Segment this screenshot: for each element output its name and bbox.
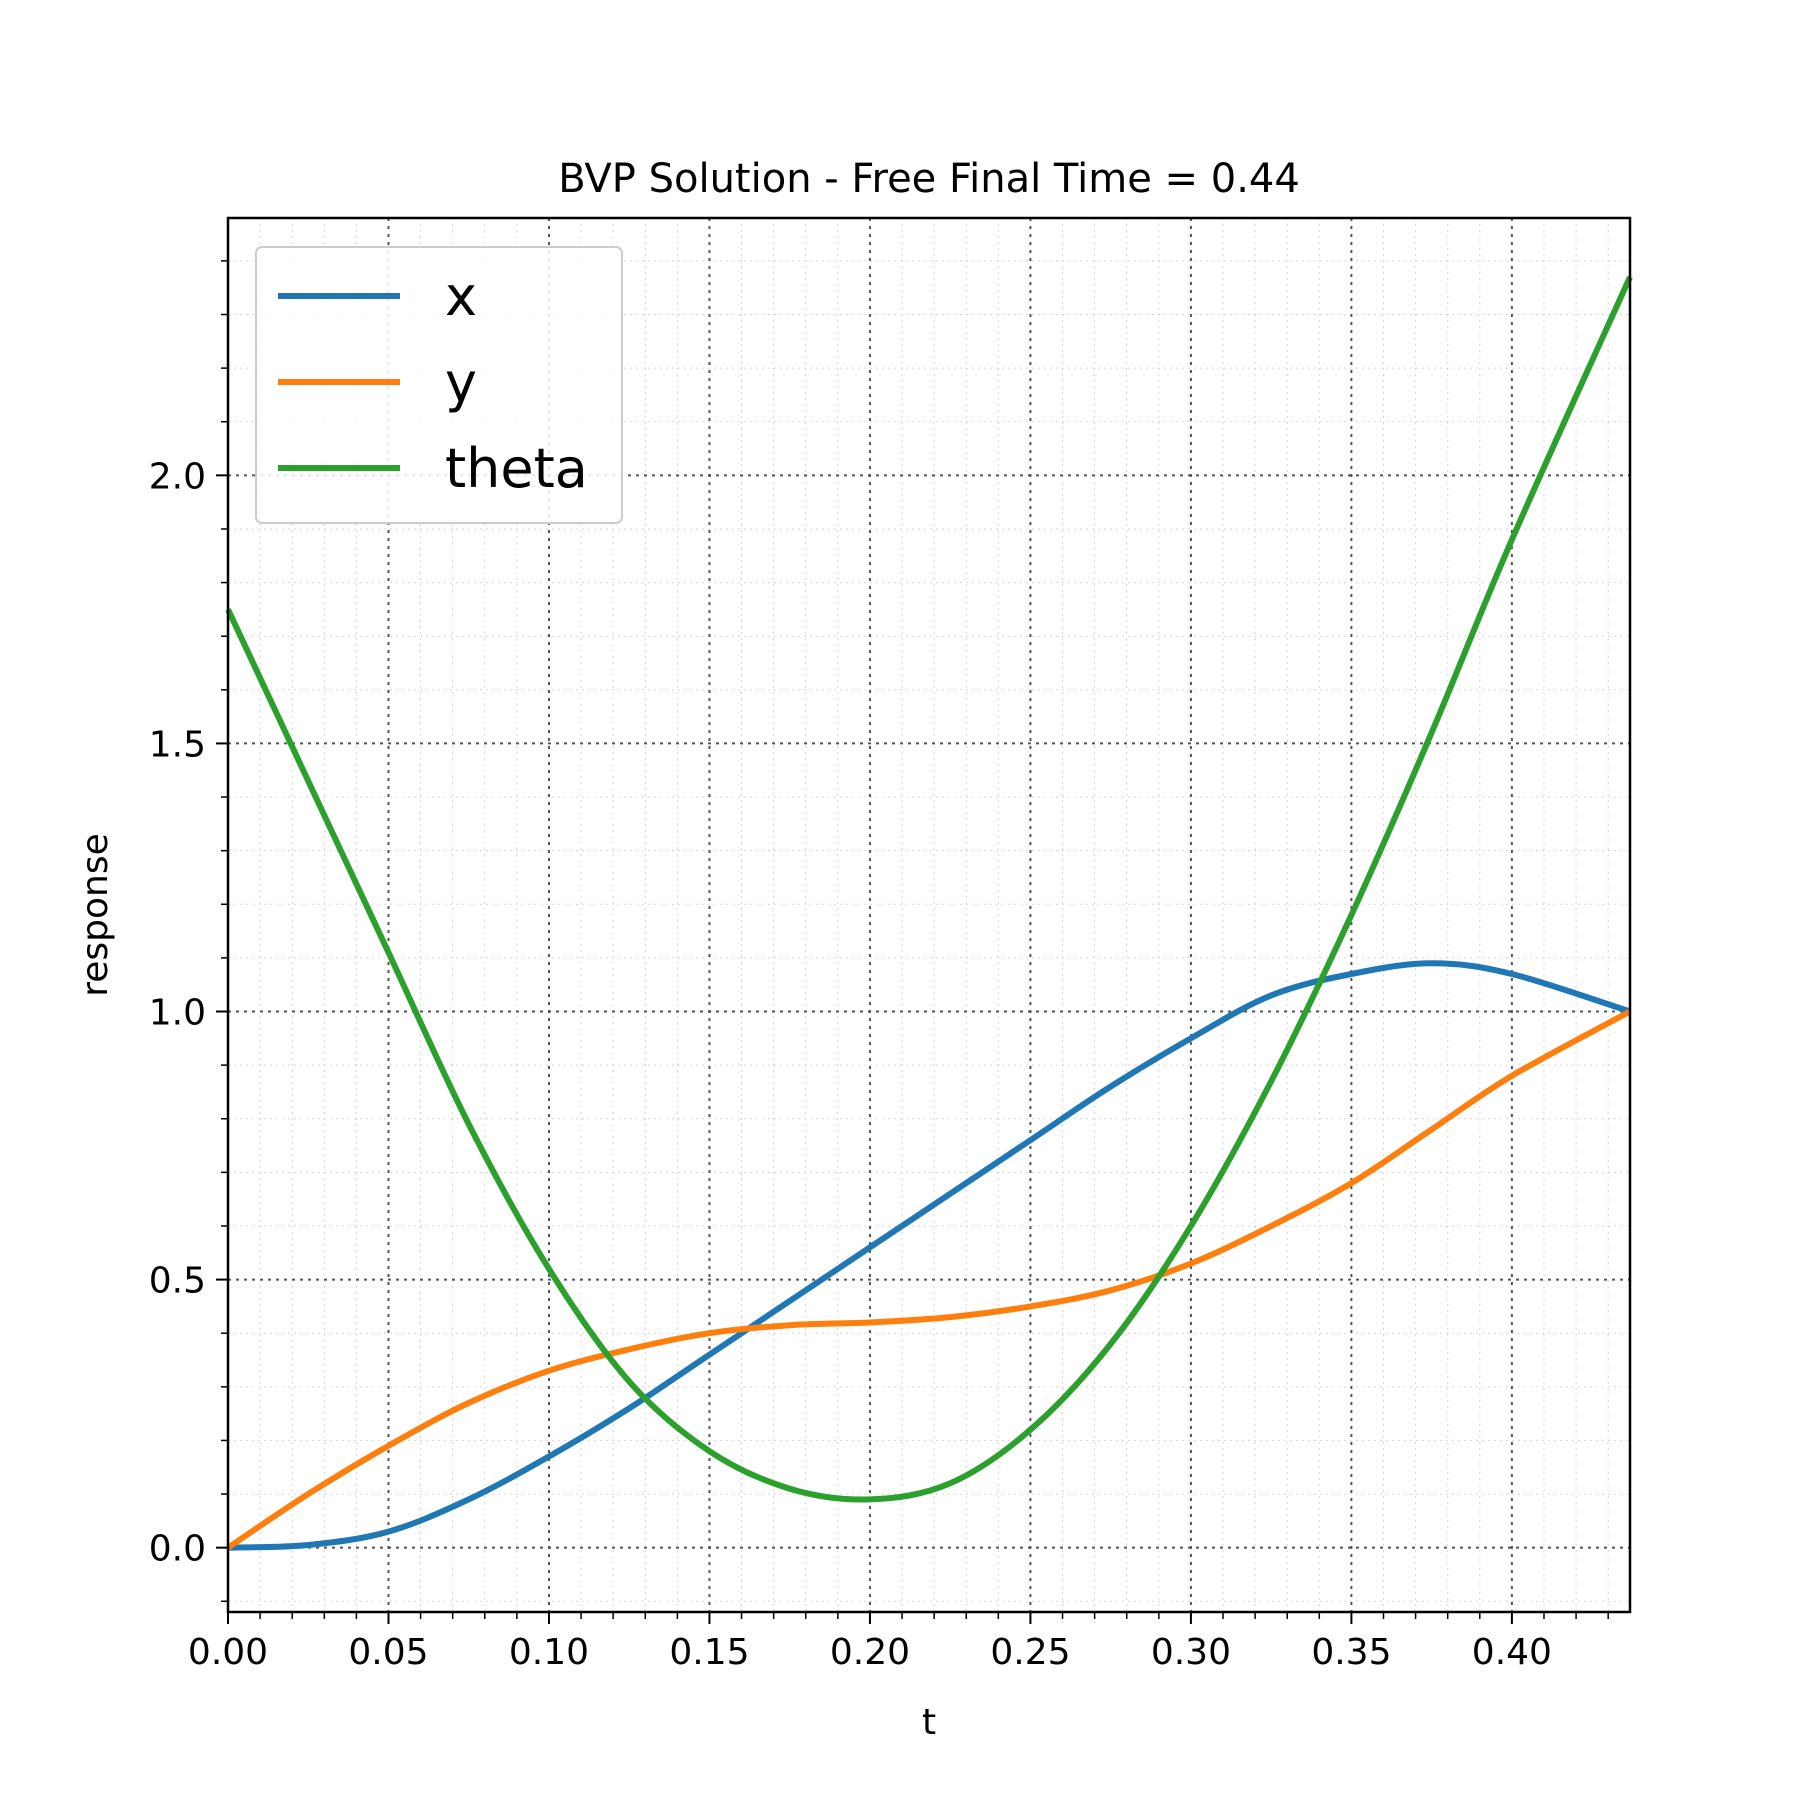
x-tick-label: 0.35 — [1311, 1632, 1391, 1673]
legend-box — [255, 246, 623, 524]
y-tick-label: 1.5 — [149, 724, 206, 765]
x-axis-label: t — [922, 1702, 936, 1743]
x-tick-label: 0.05 — [348, 1632, 428, 1673]
legend-label-x: x — [445, 265, 477, 328]
series-line-x — [227, 960, 1631, 1551]
y-tick-label: 0.0 — [149, 1529, 206, 1570]
minor-grid — [228, 218, 1630, 1612]
y-tick-label: 1.0 — [149, 993, 206, 1034]
x-tick-label: 0.25 — [990, 1632, 1070, 1673]
series-line-y — [226, 1008, 1632, 1551]
x-tick-label: 0.00 — [188, 1632, 268, 1673]
ticks — [216, 260, 1609, 1624]
chart-title: BVP Solution - Free Final Time = 0.44 — [558, 156, 1300, 202]
x-tick-label: 0.20 — [830, 1632, 910, 1673]
x-tick-label: 0.40 — [1472, 1632, 1552, 1673]
x-tick-label: 0.15 — [669, 1632, 749, 1673]
x-tick-label: 0.30 — [1151, 1632, 1231, 1673]
series-layer — [225, 275, 1633, 1551]
tick-labels: 0.00 0.05 0.10 0.15 0.20 0.25 0.30 0.35 0.40 0.0 0… — [149, 456, 1552, 1673]
y-tick-label: 2.0 — [149, 456, 206, 497]
plot-frame — [226, 216, 1632, 1614]
y-axis-label: response — [75, 833, 116, 997]
x-tick-label: 0.10 — [509, 1632, 589, 1673]
series-line-theta — [225, 275, 1633, 1503]
legend-label-y: y — [445, 351, 477, 414]
legend: xy theta — [255, 246, 623, 524]
y-tick-label: 0.5 — [149, 1261, 206, 1302]
legend-label-theta: theta — [445, 437, 588, 500]
